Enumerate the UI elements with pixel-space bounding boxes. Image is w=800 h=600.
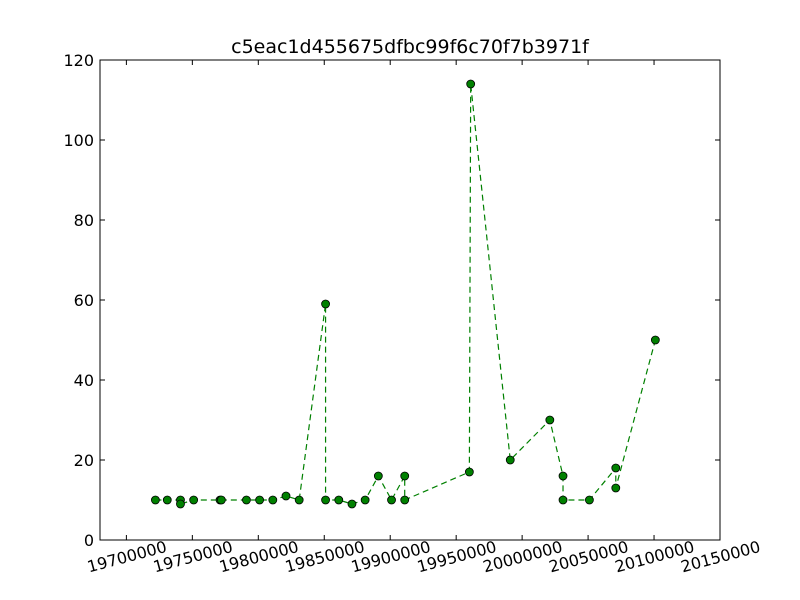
data-point: [334, 495, 344, 505]
data-point: [387, 495, 396, 505]
data-point: [558, 495, 568, 505]
data-point: [360, 495, 370, 505]
data-point: [321, 299, 330, 309]
data-point: [151, 495, 160, 505]
y-tick-label: 60: [74, 291, 94, 310]
data-point: [558, 471, 568, 481]
data-point: [189, 495, 199, 505]
y-tick-label: 100: [63, 131, 94, 150]
series-group: [151, 79, 660, 509]
series-line: [155, 83, 656, 505]
data-point: [505, 455, 515, 465]
data-point: [176, 499, 185, 509]
data-point: [585, 495, 594, 505]
data-point: [400, 495, 410, 505]
data-point: [321, 495, 330, 505]
y-tick-label: 80: [74, 211, 94, 230]
data-point: [373, 471, 383, 481]
data-point: [162, 495, 172, 505]
data-point: [281, 491, 291, 501]
y-tick-label: 120: [63, 51, 94, 70]
data-point: [611, 483, 621, 493]
chart-title: c5eac1d455675dfbc99f6c70f7b3971f: [231, 36, 590, 58]
data-point: [545, 415, 555, 425]
data-point: [464, 467, 474, 477]
y-tick-label: 0: [84, 531, 94, 550]
plot-area-frame: [99, 59, 721, 541]
data-point: [611, 463, 621, 473]
data-point: [294, 495, 304, 505]
y-tick-label: 40: [74, 371, 94, 390]
data-point: [400, 471, 410, 481]
data-point: [466, 79, 476, 89]
data-point: [268, 495, 278, 505]
axes-frame: [99, 59, 721, 541]
data-point: [347, 499, 357, 509]
data-point: [216, 495, 226, 505]
data-point: [255, 495, 265, 505]
y-tick-label: 20: [74, 451, 94, 470]
data-point: [650, 335, 660, 345]
data-point: [242, 495, 251, 505]
